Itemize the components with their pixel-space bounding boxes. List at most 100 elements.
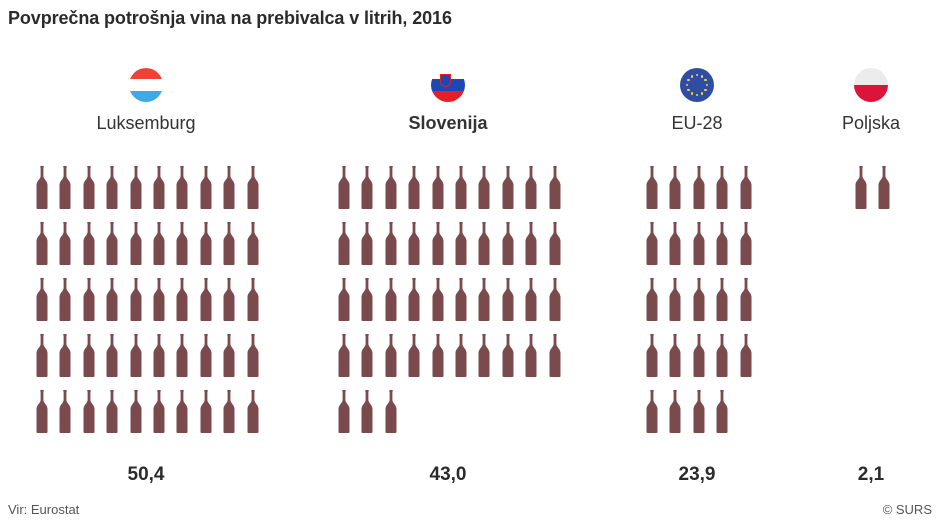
wine-bottle-icon [130,334,142,377]
eu-flag-icon [680,68,714,102]
slovenia-flag-icon [431,68,465,102]
wine-bottle-icon [693,166,705,209]
wine-bottle-icon [646,278,658,321]
wine-bottle-icon [200,222,212,265]
wine-bottle-icon [549,278,561,321]
wine-bottle-icon [83,166,95,209]
wine-bottle-icon [361,222,373,265]
wine-bottle-icon [59,278,71,321]
wine-bottle-icon [223,166,235,209]
wine-bottle-icon [106,334,118,377]
wine-bottle-icon [646,334,658,377]
wine-bottle-icon [478,334,490,377]
wine-bottle-icon [502,278,514,321]
wine-bottle-icon [385,278,397,321]
country-label: EU-28 [671,113,723,133]
value-label: 23,9 [678,464,716,485]
wine-bottle-icon [669,390,681,433]
wine-bottle-icon [106,166,118,209]
wine-bottle-icon [432,166,444,209]
wine-bottle-icon [455,334,467,377]
wine-bottle-icon [716,390,728,433]
wine-bottle-icon [525,334,537,377]
wine-bottle-icon [408,334,420,377]
wine-bottle-icon [83,278,95,321]
wine-bottle-icon [153,222,165,265]
country-label: Slovenija [408,113,488,133]
wine-bottle-icon [432,222,444,265]
wine-bottle-icon [669,334,681,377]
wine-bottle-icon [83,390,95,433]
wine-bottle-icon [247,278,259,321]
wine-bottle-icon [153,278,165,321]
wine-bottle-icon [106,278,118,321]
wine-bottle-icon [361,278,373,321]
wine-bottle-icon [878,166,890,209]
wine-bottle-icon [59,390,71,433]
wine-bottle-icon [549,166,561,209]
wine-bottle-icon [408,166,420,209]
wine-bottle-icon [153,334,165,377]
wine-bottle-icon [176,334,188,377]
wine-bottle-icon [361,390,373,433]
wine-bottle-icon [669,222,681,265]
wine-bottle-icon [525,222,537,265]
wine-bottle-icon [200,334,212,377]
value-label: 43,0 [429,464,467,485]
wine-bottle-icon [716,278,728,321]
wine-bottle-icon [740,278,752,321]
wine-bottle-icon [247,390,259,433]
wine-bottle-icon [716,222,728,265]
value-label: 50,4 [127,464,165,485]
wine-bottle-icon [646,390,658,433]
wine-bottle-icon [549,334,561,377]
wine-bottle-icon [106,222,118,265]
wine-bottle-icon [502,334,514,377]
wine-bottle-icon [385,166,397,209]
wine-bottle-icon [338,390,350,433]
wine-bottle-icon [549,222,561,265]
wine-bottle-icon [361,334,373,377]
wine-bottle-icon [176,390,188,433]
wine-bottle-icon [478,222,490,265]
wine-bottle-icon [247,222,259,265]
wine-bottle-icon [59,222,71,265]
wine-bottle-icon [525,166,537,209]
wine-bottle-icon [385,334,397,377]
wine-bottle-icon [646,222,658,265]
page-title: Povprečna potrošnja vina na prebivalca v… [8,8,452,28]
wine-bottle-icon [338,278,350,321]
wine-bottle-icon [36,278,48,321]
wine-bottle-icon [176,166,188,209]
wine-bottle-icon [130,278,142,321]
wine-bottle-icon [855,166,867,209]
wine-bottle-icon [669,166,681,209]
wine-bottle-icon [408,278,420,321]
wine-bottle-icon [130,390,142,433]
wine-bottle-icon [176,222,188,265]
country-label: Luksemburg [96,113,196,133]
wine-bottle-icon [478,166,490,209]
wine-bottle-icon [36,334,48,377]
wine-bottle-icon [36,222,48,265]
wine-bottle-icon [432,278,444,321]
wine-bottle-icon [223,334,235,377]
wine-bottle-icon [176,278,188,321]
wine-bottle-icon [59,166,71,209]
wine-bottle-icon [385,222,397,265]
wine-bottle-icon [740,166,752,209]
wine-bottle-icon [36,390,48,433]
wine-bottle-icon [693,390,705,433]
wine-bottle-icon [646,166,658,209]
wine-bottle-icon [385,390,397,433]
wine-bottle-icon [130,166,142,209]
wine-bottle-icon [478,278,490,321]
wine-bottle-icon [693,222,705,265]
wine-bottle-icon [338,166,350,209]
wine-bottle-icon [83,334,95,377]
wine-bottle-icon [59,334,71,377]
wine-bottle-icon [223,278,235,321]
wine-bottle-icon [740,222,752,265]
wine-bottle-icon [200,166,212,209]
wine-bottle-icon [408,222,420,265]
